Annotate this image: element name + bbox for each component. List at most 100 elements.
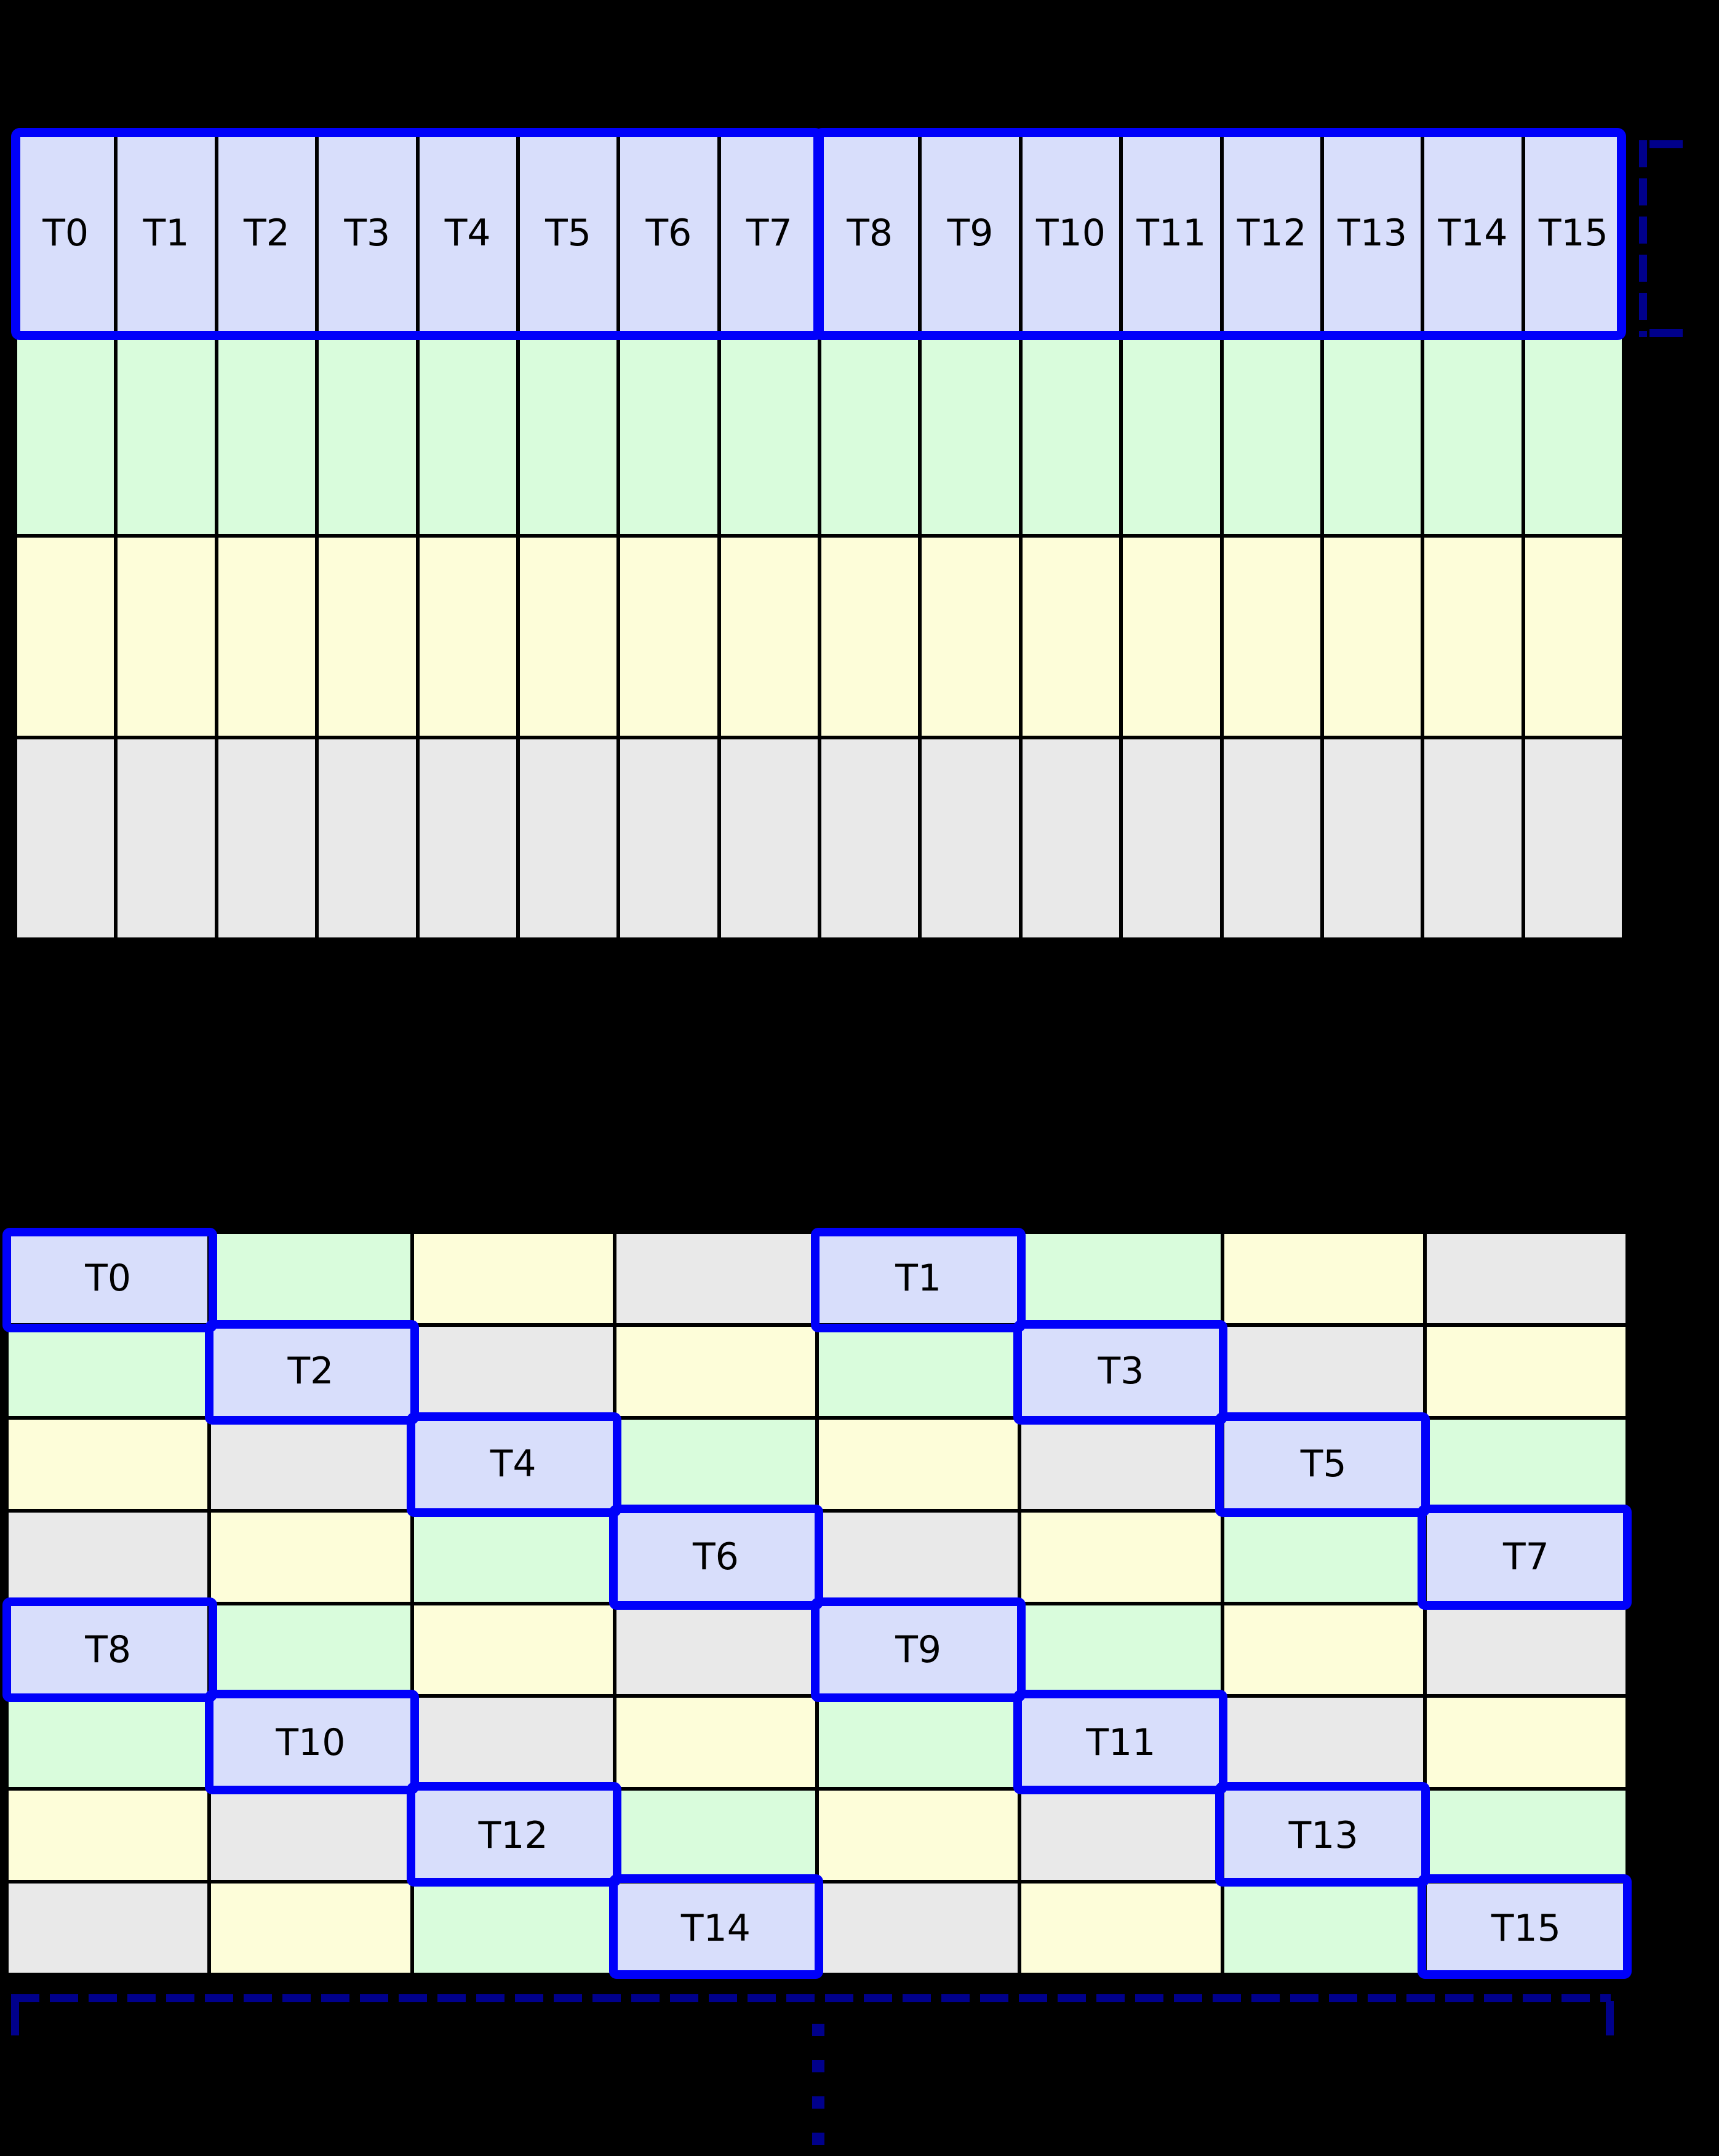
memory-cell	[1223, 538, 1320, 736]
memory-cell	[819, 1698, 1018, 1788]
memory-cell	[1021, 1791, 1221, 1880]
bracket-tick	[1649, 329, 1683, 337]
thread-label: T7	[1502, 1535, 1549, 1579]
memory-cell	[1224, 1234, 1423, 1323]
memory-cell	[821, 739, 919, 937]
memory-cell	[118, 336, 215, 534]
memory-cell	[1424, 739, 1522, 937]
memory-cell	[616, 1326, 815, 1416]
memory-cell	[319, 538, 416, 736]
memory-cell	[413, 1698, 613, 1788]
thread-cell: T9	[819, 1605, 1018, 1695]
memory-cell	[211, 1234, 410, 1323]
thread-cell: T14	[616, 1884, 815, 1973]
thread-label: T8	[85, 1628, 132, 1671]
memory-cell	[1525, 336, 1622, 534]
memory-cell	[616, 1698, 815, 1788]
memory-cell	[319, 739, 416, 937]
memory-cell	[413, 1512, 613, 1602]
memory-cell	[1021, 1512, 1221, 1602]
thread-label: T13	[1338, 212, 1408, 255]
thread-cell: T8	[9, 1605, 208, 1695]
thread-label: T2	[287, 1350, 334, 1393]
memory-cell	[118, 538, 215, 736]
memory-cell	[1224, 1698, 1423, 1788]
memory-cell	[1323, 336, 1421, 534]
memory-cell	[519, 739, 617, 937]
bracket-tick	[1649, 140, 1683, 148]
memory-cell	[616, 1791, 815, 1880]
thread-cell: T11	[1123, 134, 1220, 332]
dot	[812, 2133, 824, 2145]
memory-cell	[1123, 538, 1220, 736]
bracket-tick	[1606, 2001, 1614, 2035]
memory-cell	[17, 739, 114, 937]
memory-cell	[319, 336, 416, 534]
memory-cell	[413, 1234, 613, 1323]
memory-cell	[821, 336, 919, 534]
memory-cell	[1223, 739, 1320, 937]
thread-label: T3	[1098, 1350, 1144, 1393]
memory-cell	[218, 538, 316, 736]
thread-cell: T3	[1021, 1326, 1221, 1416]
thread-label: T12	[478, 1813, 548, 1857]
thread-cell: T5	[1224, 1419, 1423, 1509]
thread-cell: T0	[9, 1234, 208, 1323]
memory-cell	[1021, 1884, 1221, 1973]
row-height-bracket	[1639, 140, 1685, 337]
thread-label: T14	[1438, 212, 1508, 255]
memory-cell	[819, 1419, 1018, 1509]
continuation-dots	[812, 2024, 824, 2145]
thread-cell: T6	[616, 1512, 815, 1602]
thread-label: T5	[545, 212, 591, 255]
thread-label: T0	[85, 1257, 132, 1300]
memory-cell	[9, 1326, 208, 1416]
thread-cell: T9	[922, 134, 1019, 332]
swizzled-memory-grid: T0 T1 T2 T3 T4 T5 T6 T7 T8 T9 T10 T11 T12 T13 T14 T15	[2, 1228, 1632, 1979]
thread-cell: T7	[720, 134, 818, 332]
memory-cell	[819, 1512, 1018, 1602]
memory-cell	[1224, 1605, 1423, 1695]
dot	[812, 2060, 824, 2072]
memory-cell	[1424, 336, 1522, 534]
dot	[812, 2096, 824, 2109]
memory-cell	[1426, 1326, 1625, 1416]
thread-label: T10	[1035, 212, 1106, 255]
thread-label: T14	[680, 1906, 751, 1950]
memory-cell	[1022, 538, 1120, 736]
memory-cell	[1323, 538, 1421, 736]
thread-cell: T10	[211, 1698, 410, 1788]
memory-cell	[211, 1884, 410, 1973]
thread-label: T0	[42, 212, 89, 255]
memory-cell	[819, 1884, 1018, 1973]
memory-cell	[419, 336, 516, 534]
bracket-tick	[11, 2001, 19, 2035]
thread-label: T15	[1491, 1906, 1561, 1950]
memory-cell	[1223, 336, 1320, 534]
memory-cell	[1323, 739, 1421, 937]
memory-cell	[1123, 336, 1220, 534]
thread-label: T11	[1136, 212, 1206, 255]
memory-cell	[616, 1605, 815, 1695]
memory-cell	[1426, 1234, 1625, 1323]
memory-cell	[720, 538, 818, 736]
memory-cell	[519, 336, 617, 534]
thread-cell: T4	[413, 1419, 613, 1509]
memory-cell	[720, 739, 818, 937]
memory-cell	[819, 1791, 1018, 1880]
thread-cell: T2	[218, 134, 316, 332]
grid-width-bracket	[11, 1994, 1614, 2037]
thread-label: T3	[344, 212, 391, 255]
thread-cell: T3	[319, 134, 416, 332]
thread-label: T10	[276, 1720, 346, 1764]
thread-cell: T11	[1021, 1698, 1221, 1788]
thread-label: T1	[143, 212, 189, 255]
memory-cell	[1426, 1791, 1625, 1880]
thread-cell: T12	[1223, 134, 1320, 332]
thread-cell: T0	[17, 134, 114, 332]
memory-cell	[413, 1326, 613, 1416]
thread-cell: T1	[819, 1234, 1018, 1323]
memory-cell	[1426, 1605, 1625, 1695]
thread-label: T5	[1300, 1442, 1347, 1486]
